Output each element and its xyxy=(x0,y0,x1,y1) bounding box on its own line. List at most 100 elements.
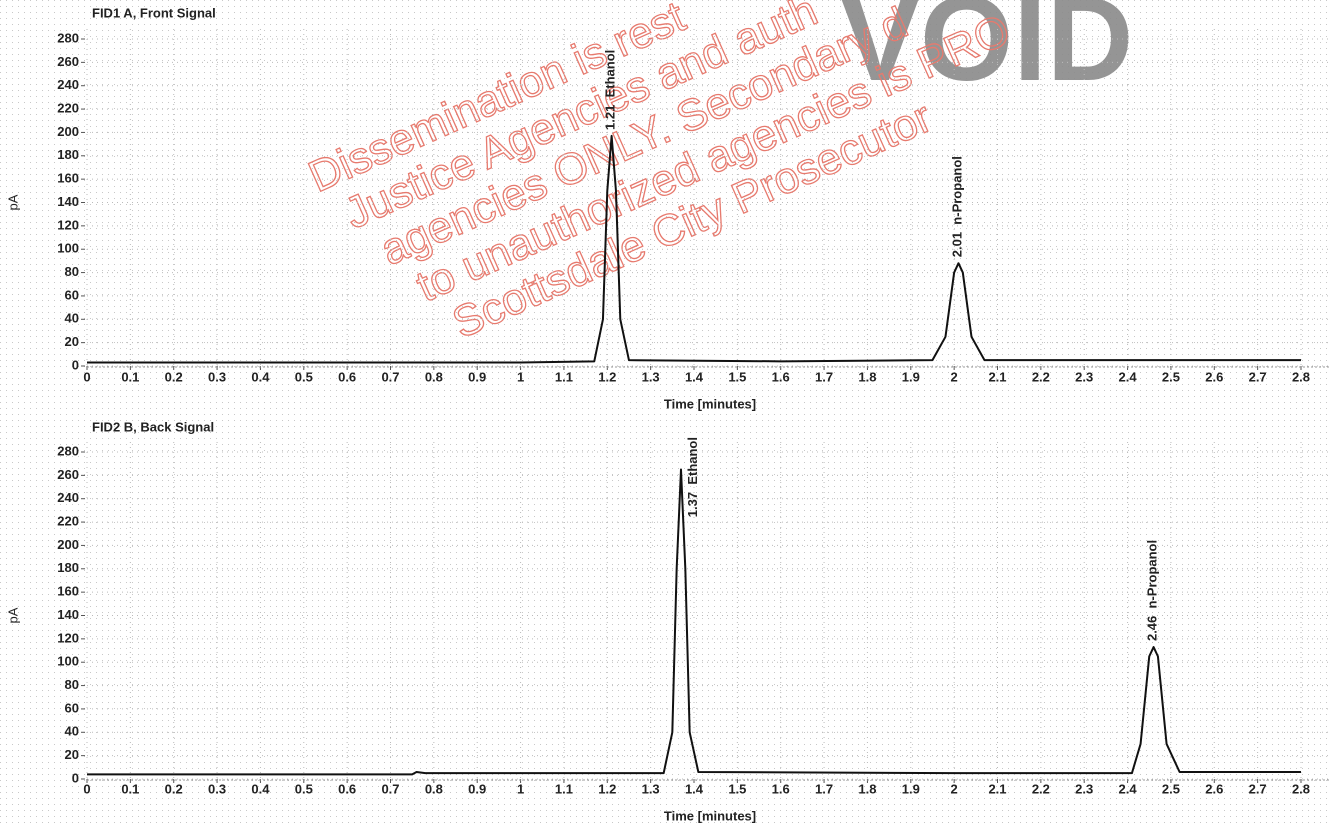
y-tick-label: 160 xyxy=(57,584,79,599)
x-tick-label: 2.2 xyxy=(1032,781,1050,796)
x-tick-label: 0.6 xyxy=(338,781,356,796)
y-tick-label: 220 xyxy=(57,514,79,529)
x-tick-label: 0.9 xyxy=(468,781,486,796)
y-tick-label: 240 xyxy=(57,77,79,92)
x-tick-label: 0.8 xyxy=(425,781,443,796)
signal-trace xyxy=(87,134,1301,364)
y-tick-label: 20 xyxy=(65,334,79,349)
signal-trace xyxy=(87,468,1301,776)
x-tick-label: 2.1 xyxy=(988,369,1006,384)
x-tick-label: 0.3 xyxy=(208,781,226,796)
y-tick-label: 60 xyxy=(65,287,79,302)
y-tick-label: 220 xyxy=(57,101,79,116)
peak-name: n-Propanol xyxy=(1145,540,1160,609)
x-tick-label: 1.9 xyxy=(902,781,920,796)
peak-label: 1.37 Ethanol xyxy=(685,437,700,517)
y-tick-label: 200 xyxy=(57,537,79,552)
x-tick-label: 2.6 xyxy=(1205,781,1223,796)
y-tick-label: 100 xyxy=(57,654,79,669)
x-tick-label: 2.8 xyxy=(1292,369,1310,384)
y-tick-label: 0 xyxy=(72,770,79,785)
x-tick-label: 1.1 xyxy=(555,369,573,384)
y-tick-label: 40 xyxy=(65,724,79,739)
x-tick-label: 2.5 xyxy=(1162,369,1180,384)
x-tick-label: 0.5 xyxy=(295,369,313,384)
x-tick-label: 1 xyxy=(517,369,524,384)
peak-time: 2.46 xyxy=(1145,616,1160,641)
x-tick-label: 0.3 xyxy=(208,369,226,384)
void-stamp: VOID xyxy=(840,0,1133,106)
y-tick-label: 100 xyxy=(57,241,79,256)
y-tick-label: 180 xyxy=(57,560,79,575)
x-tick-label: 0 xyxy=(83,369,90,384)
x-tick-label: 1.5 xyxy=(728,369,746,384)
x-tick-label: 1.2 xyxy=(598,781,616,796)
y-tick-label: 260 xyxy=(57,467,79,482)
x-tick-label: 2.5 xyxy=(1162,781,1180,796)
x-tick-label: 1.9 xyxy=(902,369,920,384)
peak-label: 2.46 n-Propanol xyxy=(1145,540,1160,641)
chart-title: FID2 B, Back Signal xyxy=(92,419,214,434)
x-tick-label: 0.4 xyxy=(251,369,270,384)
x-tick-label: 0 xyxy=(83,781,90,796)
x-tick-label: 0.8 xyxy=(425,369,443,384)
x-axis-label: Time [minutes] xyxy=(664,396,756,411)
x-tick-label: 2.2 xyxy=(1032,369,1050,384)
x-tick-label: 0.2 xyxy=(165,781,183,796)
x-tick-label: 1.4 xyxy=(685,369,704,384)
y-tick-label: 140 xyxy=(57,194,79,209)
chart-title: FID1 A, Front Signal xyxy=(92,5,216,20)
x-tick-label: 0.1 xyxy=(121,369,139,384)
y-tick-label: 20 xyxy=(65,747,79,762)
y-tick-label: 0 xyxy=(72,357,79,372)
x-tick-label: 2.6 xyxy=(1205,369,1223,384)
peak-label: 2.01 n-Propanol xyxy=(950,156,965,257)
x-axis-label: Time [minutes] xyxy=(664,808,756,823)
peak-label: 1.21 Ethanol xyxy=(603,50,618,130)
x-tick-label: 1.2 xyxy=(598,369,616,384)
x-tick-label: 2.1 xyxy=(988,781,1006,796)
y-tick-label: 140 xyxy=(57,607,79,622)
y-tick-label: 180 xyxy=(57,147,79,162)
x-tick-label: 2.7 xyxy=(1249,781,1267,796)
peak-time: 1.37 xyxy=(685,492,700,517)
x-tick-label: 1.6 xyxy=(772,369,790,384)
x-tick-label: 2 xyxy=(951,781,958,796)
x-tick-label: 0.7 xyxy=(381,369,399,384)
x-tick-label: 0.2 xyxy=(165,369,183,384)
peak-time: 1.21 xyxy=(603,105,618,130)
x-tick-label: 1 xyxy=(517,781,524,796)
x-tick-label: 1.3 xyxy=(642,369,660,384)
x-tick-label: 1.6 xyxy=(772,781,790,796)
x-tick-label: 1.8 xyxy=(858,369,876,384)
y-axis-label: pA xyxy=(5,194,20,210)
y-tick-label: 120 xyxy=(57,217,79,232)
x-tick-label: 0.7 xyxy=(381,781,399,796)
x-tick-label: 1.1 xyxy=(555,781,573,796)
x-tick-label: 2.8 xyxy=(1292,781,1310,796)
y-tick-label: 200 xyxy=(57,124,79,139)
peak-time: 2.01 xyxy=(950,232,965,257)
x-tick-label: 2.7 xyxy=(1249,369,1267,384)
y-tick-label: 160 xyxy=(57,171,79,186)
y-tick-label: 80 xyxy=(65,677,79,692)
x-tick-label: 0.4 xyxy=(251,781,270,796)
x-tick-label: 1.7 xyxy=(815,781,833,796)
y-tick-label: 60 xyxy=(65,700,79,715)
y-tick-label: 40 xyxy=(65,311,79,326)
x-tick-label: 1.5 xyxy=(728,781,746,796)
peak-name: Ethanol xyxy=(603,50,618,98)
x-tick-label: 0.1 xyxy=(121,781,139,796)
x-tick-label: 2 xyxy=(951,369,958,384)
y-tick-label: 240 xyxy=(57,490,79,505)
x-tick-label: 2.4 xyxy=(1119,781,1138,796)
peak-name: Ethanol xyxy=(685,437,700,485)
x-tick-label: 2.3 xyxy=(1075,369,1093,384)
y-tick-label: 280 xyxy=(57,443,79,458)
x-tick-label: 1.7 xyxy=(815,369,833,384)
y-tick-label: 260 xyxy=(57,54,79,69)
x-tick-label: 1.3 xyxy=(642,781,660,796)
